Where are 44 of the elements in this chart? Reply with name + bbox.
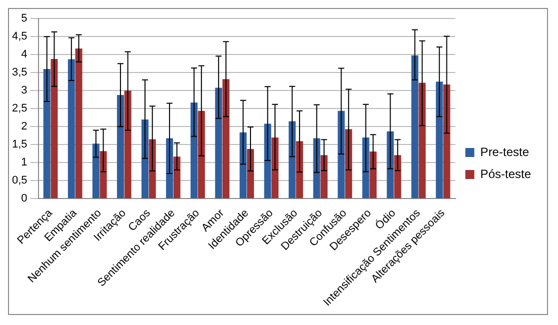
bar <box>313 138 320 198</box>
y-tick-label: 0 <box>21 192 28 205</box>
y-tick-label: 4 <box>21 48 28 61</box>
bar <box>43 69 50 198</box>
bar <box>246 149 254 198</box>
y-tick-label: 3,5 <box>12 66 28 79</box>
y-tick-label: 2,5 <box>12 102 28 115</box>
bar <box>92 144 100 198</box>
bar <box>50 58 58 198</box>
bar <box>75 48 82 198</box>
legend-label: Pre-teste <box>480 144 530 159</box>
bar <box>124 90 132 198</box>
bar <box>222 79 230 198</box>
bar <box>100 151 107 198</box>
bar <box>142 119 148 198</box>
bar <box>240 132 247 198</box>
bar <box>443 84 450 198</box>
bar <box>411 55 418 198</box>
bar <box>338 110 345 198</box>
bar <box>190 102 198 198</box>
bar <box>296 141 304 198</box>
bar <box>386 131 394 198</box>
bar <box>394 155 402 198</box>
y-tick-label: 0,5 <box>12 174 28 187</box>
bar <box>436 82 443 198</box>
bar <box>173 156 180 198</box>
y-tick-label: 5 <box>21 12 28 25</box>
bar <box>198 110 205 198</box>
legend-label: Pós-teste <box>480 166 532 181</box>
y-tick-label: 1 <box>21 156 28 169</box>
bar <box>148 139 156 198</box>
bar <box>215 88 222 198</box>
bar <box>116 94 124 198</box>
bar <box>272 137 279 198</box>
bar <box>288 121 296 198</box>
bar <box>418 82 426 198</box>
y-tick-label: 4,5 <box>12 30 28 43</box>
y-tick-label: 2 <box>21 120 28 133</box>
bar <box>370 152 377 198</box>
y-tick-label: 3 <box>21 84 28 97</box>
bar <box>264 124 272 198</box>
y-tick-label: 1,5 <box>12 138 28 151</box>
bar <box>68 59 75 198</box>
bar <box>320 155 328 198</box>
